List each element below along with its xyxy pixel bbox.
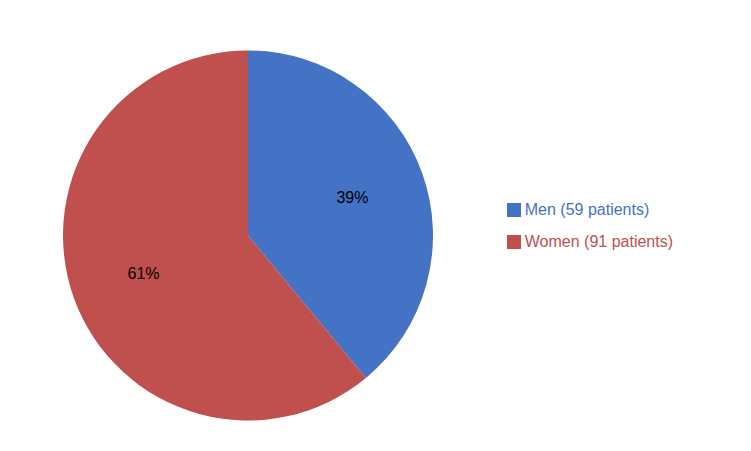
svg-text:39%: 39% [336, 189, 368, 206]
svg-text:61%: 61% [128, 265, 160, 282]
html-text:Men (59 patients): Men (59 patients) [524, 200, 650, 218]
html-text:Women (91 patients): Women (91 patients) [524, 232, 673, 250]
